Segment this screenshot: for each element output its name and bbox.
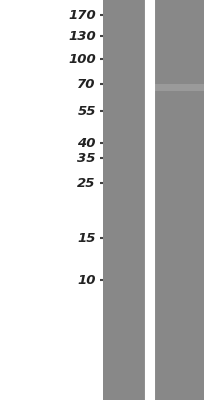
Bar: [154, 0, 204, 400]
Bar: [154, 84, 204, 91]
Text: 55: 55: [77, 105, 96, 118]
Text: 15: 15: [77, 232, 96, 244]
Text: 100: 100: [68, 53, 96, 66]
Text: 130: 130: [68, 30, 96, 42]
Text: 40: 40: [77, 137, 96, 150]
Text: 170: 170: [68, 9, 96, 22]
Text: 25: 25: [77, 177, 96, 190]
Bar: [103, 0, 147, 400]
Text: 70: 70: [77, 78, 96, 90]
Text: 10: 10: [77, 274, 96, 286]
Text: 35: 35: [77, 152, 96, 164]
